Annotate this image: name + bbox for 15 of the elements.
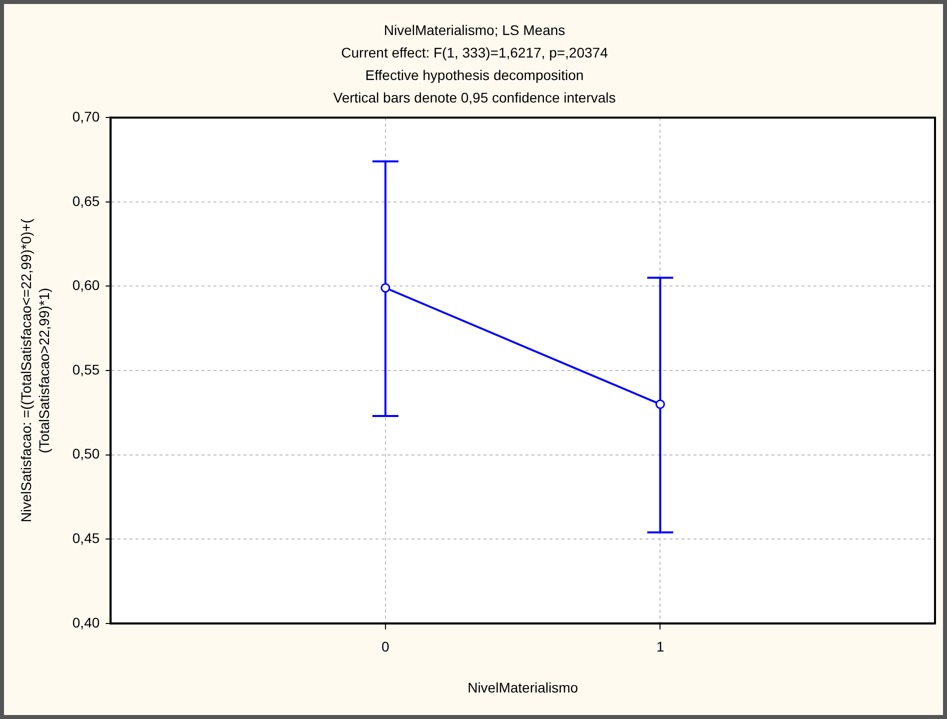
- text: Vertical bars denote 0,95 confidence intervals: [333, 89, 616, 106]
- x-tick-label: 0: [382, 638, 390, 655]
- x-axis-title: NivelMaterialismo: [468, 679, 578, 696]
- y-tick-label: 0,45: [72, 530, 100, 546]
- y-tick-label: 0,65: [72, 192, 100, 209]
- y-tick-label: 0,50: [72, 446, 100, 462]
- y-tick-label: 0,70: [72, 108, 100, 124]
- text: Effective hypothesis decomposition: [365, 66, 584, 83]
- chart-title: NivelMaterialismo; LS Means: [384, 22, 566, 38]
- y-tick-label: 0,40: [72, 614, 100, 630]
- x-tick-label: 1: [656, 638, 664, 655]
- chart-subtitle: Current effect: F(1, 333)=1,6217, p=,20374: [341, 44, 608, 60]
- y-tick-label: 0,60: [72, 277, 100, 294]
- y-tick-label: 0,55: [72, 361, 100, 378]
- y-axis-title: NivelSatisfacao: =((TotalSatisfacao<=22,99)*0)+( (TotalSatisfacao>22,99)*1): [18, 218, 52, 522]
